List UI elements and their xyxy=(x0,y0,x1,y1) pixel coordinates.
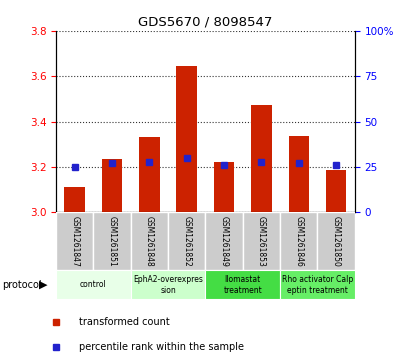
Text: GSM1261849: GSM1261849 xyxy=(220,216,229,267)
Bar xyxy=(205,212,243,270)
Bar xyxy=(317,212,355,270)
Text: percentile rank within the sample: percentile rank within the sample xyxy=(79,342,244,352)
Bar xyxy=(326,170,347,212)
Text: Rho activator Calp
eptin treatment: Rho activator Calp eptin treatment xyxy=(282,275,353,295)
Bar xyxy=(64,187,85,212)
Text: GSM1261851: GSM1261851 xyxy=(107,216,117,267)
Text: GSM1261852: GSM1261852 xyxy=(182,216,191,267)
Text: GSM1261853: GSM1261853 xyxy=(257,216,266,267)
Bar xyxy=(205,270,280,299)
Title: GDS5670 / 8098547: GDS5670 / 8098547 xyxy=(138,15,273,28)
Text: GSM1261847: GSM1261847 xyxy=(70,216,79,267)
Bar xyxy=(214,163,234,212)
Bar xyxy=(56,270,131,299)
Text: GSM1261850: GSM1261850 xyxy=(332,216,341,267)
Bar xyxy=(131,212,168,270)
Text: Ilomastat
treatment: Ilomastat treatment xyxy=(223,275,262,295)
Text: transformed count: transformed count xyxy=(79,318,170,327)
Bar xyxy=(280,212,317,270)
Text: EphA2-overexpres
sion: EphA2-overexpres sion xyxy=(133,275,203,295)
Text: GSM1261848: GSM1261848 xyxy=(145,216,154,267)
Text: protocol: protocol xyxy=(2,280,42,290)
Bar xyxy=(168,212,205,270)
Bar xyxy=(251,105,272,212)
Bar xyxy=(102,159,122,212)
Bar xyxy=(131,270,205,299)
Bar xyxy=(56,212,93,270)
Bar xyxy=(93,212,131,270)
Text: GSM1261846: GSM1261846 xyxy=(294,216,303,267)
Bar xyxy=(280,270,355,299)
Bar xyxy=(139,138,160,212)
Text: control: control xyxy=(80,281,107,289)
Bar xyxy=(288,136,309,212)
Bar xyxy=(243,212,280,270)
Bar xyxy=(176,66,197,212)
Text: ▶: ▶ xyxy=(39,280,47,290)
